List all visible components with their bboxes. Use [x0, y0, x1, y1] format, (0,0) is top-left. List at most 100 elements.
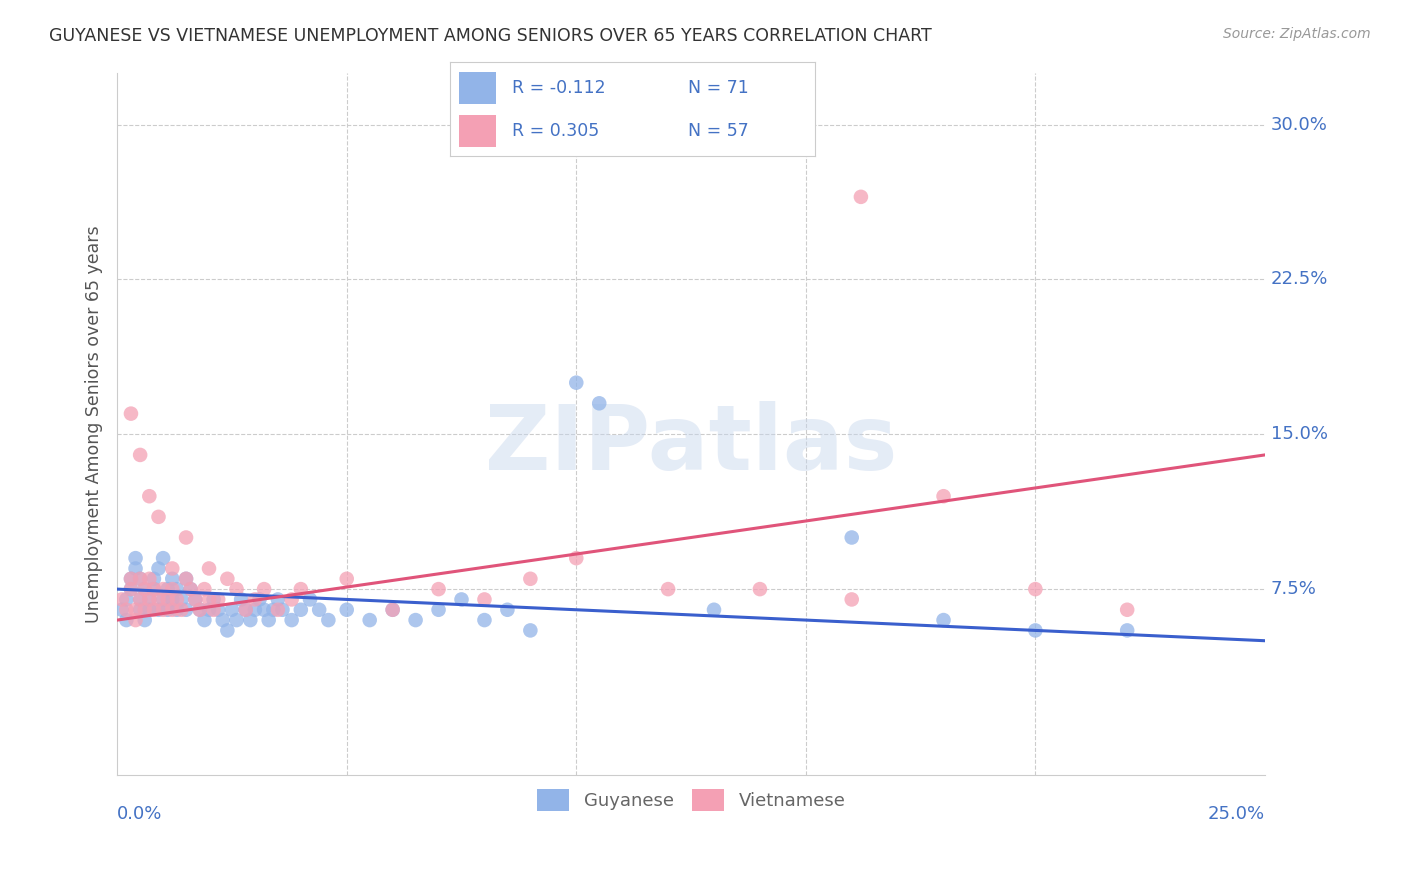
Point — [202, 603, 225, 617]
Point — [841, 592, 863, 607]
Point — [427, 603, 450, 617]
Text: 0.0%: 0.0% — [117, 805, 163, 823]
Point — [174, 572, 197, 586]
Point — [174, 531, 197, 545]
Point — [152, 582, 174, 596]
Point — [180, 582, 202, 596]
Text: 30.0%: 30.0% — [1271, 116, 1327, 134]
Point — [336, 572, 359, 586]
Point — [519, 624, 541, 638]
Point — [188, 603, 211, 617]
Text: R = 0.305: R = 0.305 — [512, 122, 599, 140]
Point — [588, 396, 610, 410]
Point — [198, 603, 221, 617]
Point — [1116, 603, 1139, 617]
Point — [188, 603, 211, 617]
Point — [280, 613, 302, 627]
Point — [207, 603, 229, 617]
Point — [148, 603, 170, 617]
Point — [138, 592, 160, 607]
Point — [129, 448, 152, 462]
Point — [134, 603, 156, 617]
Point — [120, 572, 142, 586]
Point — [207, 592, 229, 607]
Point — [142, 603, 165, 617]
Point — [148, 509, 170, 524]
Point — [217, 624, 239, 638]
Point — [198, 561, 221, 575]
Point — [138, 572, 160, 586]
Point — [124, 613, 146, 627]
Point — [318, 613, 340, 627]
Point — [267, 603, 290, 617]
Point — [124, 603, 146, 617]
Point — [474, 592, 496, 607]
Point — [308, 603, 330, 617]
Point — [231, 592, 253, 607]
Point — [184, 592, 207, 607]
Point — [336, 603, 359, 617]
Point — [225, 613, 247, 627]
Point — [162, 582, 184, 596]
Point — [225, 582, 247, 596]
Point — [841, 531, 863, 545]
Point — [405, 613, 427, 627]
Point — [115, 603, 138, 617]
Point — [253, 582, 276, 596]
Point — [129, 572, 152, 586]
Point — [111, 603, 134, 617]
Point — [262, 603, 284, 617]
Point — [174, 603, 197, 617]
Point — [243, 603, 266, 617]
Point — [221, 603, 243, 617]
Point — [202, 592, 225, 607]
Point — [193, 582, 215, 596]
Point — [849, 190, 872, 204]
Point — [280, 592, 302, 607]
Point — [298, 592, 321, 607]
Point — [156, 582, 179, 596]
Legend: Guyanese, Vietnamese: Guyanese, Vietnamese — [530, 782, 852, 819]
Point — [170, 603, 193, 617]
Point — [257, 613, 280, 627]
Point — [142, 582, 165, 596]
Point — [290, 603, 312, 617]
Point — [474, 613, 496, 627]
Text: 25.0%: 25.0% — [1208, 805, 1265, 823]
Point — [148, 561, 170, 575]
Point — [124, 561, 146, 575]
Point — [120, 407, 142, 421]
Point — [129, 592, 152, 607]
Point — [152, 603, 174, 617]
Point — [496, 603, 519, 617]
Point — [129, 592, 152, 607]
Point — [129, 603, 152, 617]
Point — [427, 582, 450, 596]
Point — [381, 603, 404, 617]
Point — [166, 582, 188, 596]
Text: 15.0%: 15.0% — [1271, 425, 1327, 443]
Point — [1024, 582, 1046, 596]
Point — [124, 551, 146, 566]
Point — [359, 613, 381, 627]
Point — [156, 592, 179, 607]
Point — [120, 582, 142, 596]
Point — [1024, 624, 1046, 638]
Point — [271, 603, 294, 617]
Point — [748, 582, 770, 596]
Point — [166, 603, 188, 617]
Point — [111, 592, 134, 607]
Point — [657, 582, 679, 596]
Bar — [458, 115, 496, 147]
Point — [193, 613, 215, 627]
Point — [174, 572, 197, 586]
Point — [198, 592, 221, 607]
Text: 7.5%: 7.5% — [1271, 580, 1316, 599]
Point — [129, 572, 152, 586]
Point — [235, 603, 257, 617]
Point — [267, 592, 290, 607]
Point — [519, 572, 541, 586]
Point — [152, 551, 174, 566]
Text: R = -0.112: R = -0.112 — [512, 78, 606, 96]
Point — [142, 572, 165, 586]
